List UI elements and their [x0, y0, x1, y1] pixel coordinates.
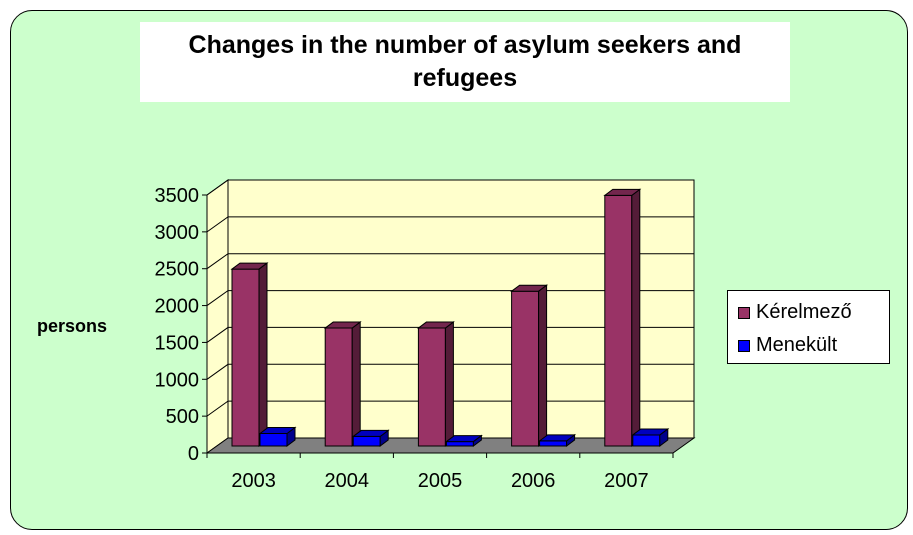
x-tick-label: 2004: [325, 470, 370, 492]
bar-menekult-2005: [444, 434, 483, 447]
bar-side: [631, 188, 641, 447]
bar-menekult-2003: [258, 426, 297, 447]
x-tick-label: 2007: [604, 470, 649, 492]
bar-top: [416, 321, 455, 329]
bar-top: [510, 284, 549, 292]
bar-kerelmezo-2006: [510, 284, 549, 447]
y-tick-label: 1000: [155, 369, 200, 391]
bar-front: [259, 432, 288, 447]
y-tick-label: 1500: [155, 332, 200, 354]
bar-front: [417, 327, 446, 447]
bar-menekult-2007: [631, 427, 670, 447]
side-wall: [206, 179, 229, 454]
bar-kerelmezo-2005: [416, 321, 455, 447]
legend-swatch-menekult: [738, 339, 750, 352]
bar-side: [538, 284, 548, 447]
bar-front: [445, 441, 474, 447]
bar-side: [258, 262, 268, 447]
x-tick-label: 2003: [231, 470, 276, 492]
legend-swatch-kerelmezo: [738, 306, 750, 319]
bar-menekult-2004: [351, 429, 390, 447]
x-tick-label: 2005: [418, 470, 463, 492]
bar-top: [323, 321, 362, 329]
bar-top: [258, 426, 297, 434]
chart-title-line-2: refugees: [412, 64, 518, 92]
bar-kerelmezo-2004: [323, 321, 362, 447]
bar-kerelmezo-2007: [603, 188, 642, 447]
gridline: [206, 216, 694, 233]
bar-front: [324, 327, 353, 447]
legend-item-menekult: Menekült: [738, 334, 837, 357]
bar-top: [631, 428, 670, 436]
bar-front: [231, 268, 260, 447]
bar-front: [604, 194, 633, 447]
bar-front: [539, 440, 568, 447]
y-tick-label: 0: [188, 443, 199, 465]
legend: Kérelmező Menekült: [727, 290, 890, 364]
bar-top: [230, 262, 269, 270]
legend-label-menekult: Menekült: [756, 334, 838, 356]
bar-top: [603, 188, 642, 196]
x-tick-label: 2006: [511, 470, 556, 492]
gridline: [206, 179, 694, 196]
bar-menekult-2006: [538, 433, 577, 447]
bar-front: [352, 435, 381, 447]
y-axis-title: persons: [37, 316, 108, 336]
chart-title: Changes in the number of asylum seekers …: [140, 22, 790, 102]
y-tick-label: 500: [166, 406, 199, 428]
legend-item-kerelmezo: Kérelmező: [738, 301, 852, 324]
y-tick-label: 3500: [155, 185, 200, 207]
bar-front: [632, 434, 661, 447]
chart-title-line-1: Changes in the number of asylum seekers …: [188, 31, 742, 59]
bar-side: [351, 321, 361, 447]
y-tick-label: 2500: [155, 259, 200, 281]
y-tick-label: 3000: [155, 222, 200, 244]
bar-kerelmezo-2003: [230, 262, 269, 447]
bar-front: [511, 290, 540, 447]
legend-label-kerelmezo: Kérelmező: [756, 301, 852, 323]
bar-top: [351, 429, 390, 437]
bar-top: [444, 435, 483, 443]
bar-side: [444, 321, 454, 447]
y-tick-label: 2000: [155, 296, 200, 318]
bar-top: [538, 434, 577, 442]
gridline: [206, 253, 694, 270]
